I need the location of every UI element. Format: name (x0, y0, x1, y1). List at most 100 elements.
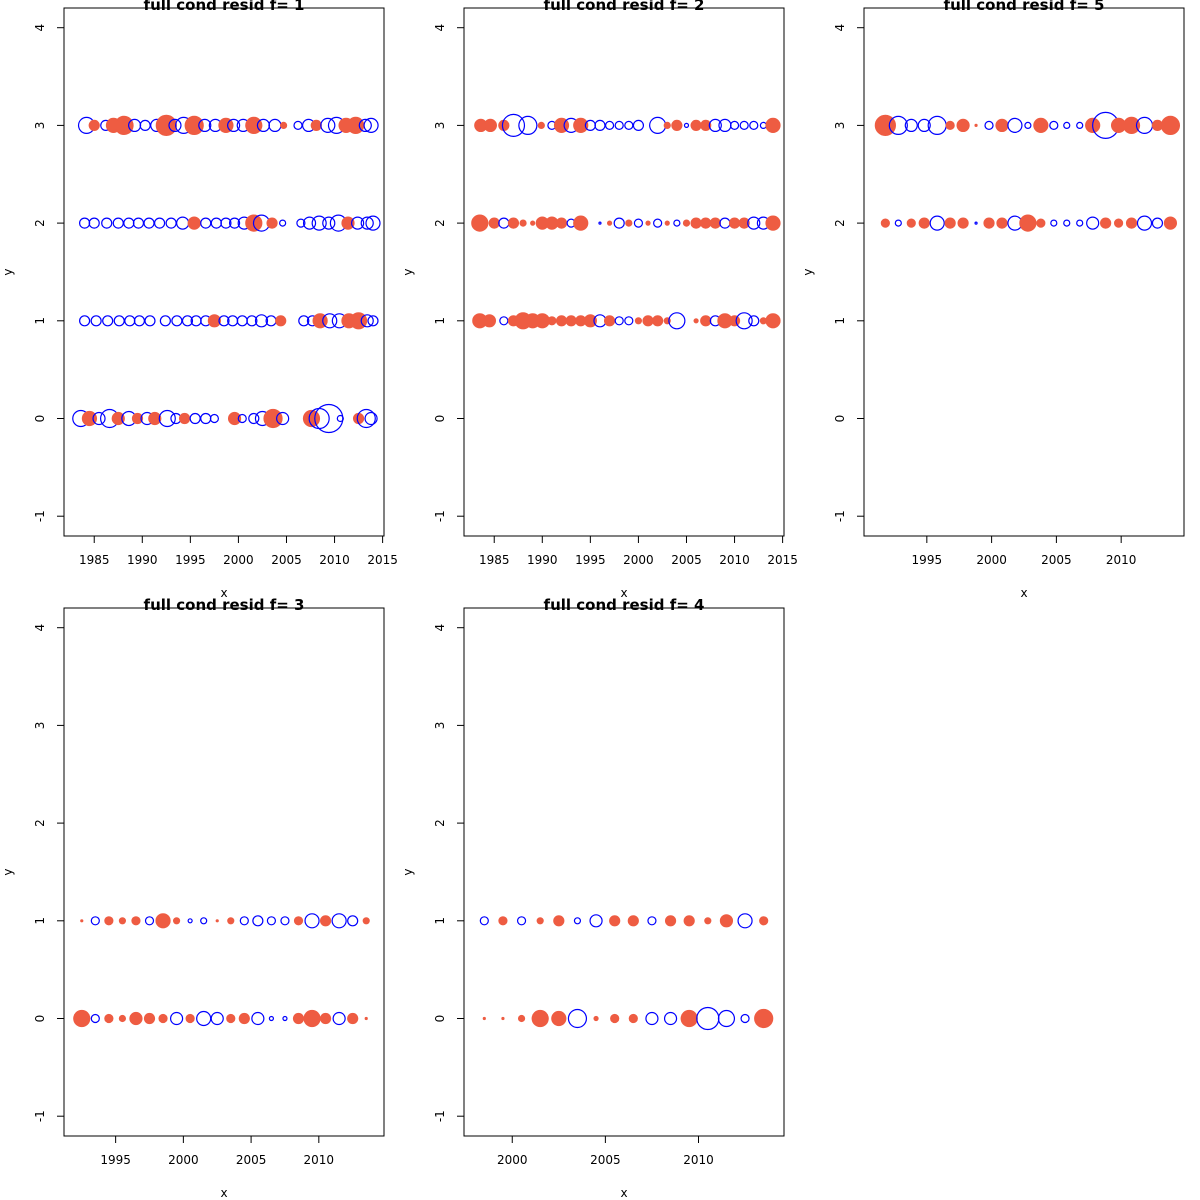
negative-residual-point (302, 216, 317, 230)
positive-residual-point (690, 217, 702, 229)
positive-residual-point (709, 217, 721, 229)
negative-residual-point (165, 217, 177, 229)
negative-residual-point (1063, 121, 1071, 130)
positive-residual-point (118, 1014, 127, 1023)
x-axis-label: x (620, 586, 627, 600)
negative-residual-point (90, 315, 102, 327)
x-axis-label: x (220, 1186, 227, 1200)
positive-residual-point (704, 917, 712, 925)
positive-residual-point (364, 1016, 368, 1021)
positive-residual-point (606, 220, 613, 226)
positive-residual-point (104, 1013, 114, 1024)
panel-title: full cond resid f= 5 (944, 0, 1105, 14)
x-tick-label: 2010 (304, 1153, 335, 1167)
x-tick-label: 2010 (319, 553, 350, 567)
negative-residual-point (573, 917, 582, 925)
positive-residual-point (319, 915, 332, 927)
plot-frame (463, 607, 785, 1137)
negative-residual-point (624, 316, 634, 326)
y-axis-label: y (401, 868, 415, 875)
y-tick-label: 3 (433, 722, 447, 730)
negative-residual-point (90, 916, 100, 926)
y-tick-label: -1 (33, 1110, 47, 1122)
negative-residual-point (363, 117, 379, 134)
negative-residual-point (210, 217, 222, 229)
negative-residual-point (228, 217, 241, 229)
negative-residual-point (239, 916, 249, 926)
negative-residual-point (268, 118, 282, 133)
x-axis-label: x (1020, 586, 1027, 600)
y-tick-label: 1 (433, 917, 447, 925)
chart-panel-5: full cond resid f= 4 2000 2005 2010 -1 0 1 2 3 4 x… (401, 596, 785, 1200)
positive-residual-point (471, 214, 489, 232)
positive-residual-point (482, 1016, 486, 1021)
negative-residual-point (113, 315, 125, 327)
x-tick-label: 1990 (527, 553, 558, 567)
positive-residual-point (728, 217, 741, 229)
negative-residual-point (360, 216, 374, 230)
negative-residual-point (159, 315, 171, 327)
y-tick-label: 0 (833, 415, 847, 423)
negative-residual-point (614, 120, 624, 131)
chart-panel-4: full cond resid f= 3 1995 2000 2005 2010 -1 0 1… (1, 596, 385, 1200)
negative-residual-point (218, 315, 230, 327)
negative-residual-point (673, 219, 681, 227)
positive-residual-point (906, 218, 916, 228)
x-tick-label: 2015 (367, 553, 398, 567)
negative-residual-point (645, 1011, 659, 1026)
positive-residual-point (498, 916, 508, 926)
panel-title: full cond resid f= 3 (144, 596, 305, 614)
negative-residual-point (708, 118, 722, 133)
positive-residual-point (759, 916, 769, 926)
negative-residual-point (479, 916, 489, 926)
negative-residual-point (90, 1013, 100, 1024)
x-tick-label: 1995 (175, 553, 206, 567)
positive-residual-point (184, 115, 204, 136)
negative-residual-point (139, 119, 151, 132)
negative-residual-point (649, 116, 667, 135)
x-tick-label: 2000 (623, 553, 654, 567)
y-tick-label: -1 (33, 510, 47, 522)
x-tick-label: 2000 (976, 553, 1007, 567)
y-tick-label: -1 (833, 510, 847, 522)
x-tick-label: 2005 (236, 1153, 267, 1167)
negative-residual-point (92, 411, 106, 426)
positive-residual-point (519, 219, 527, 227)
positive-residual-point (603, 315, 616, 327)
negative-residual-point (236, 315, 248, 327)
negative-residual-point (132, 217, 145, 229)
y-tick-label: 0 (433, 415, 447, 423)
negative-residual-point (112, 217, 124, 229)
negative-residual-point (696, 1006, 720, 1031)
positive-residual-point (918, 217, 930, 229)
positive-residual-point (88, 119, 100, 132)
y-tick-label: 2 (33, 219, 47, 227)
negative-residual-point (88, 217, 100, 229)
positive-residual-point (1113, 218, 1124, 228)
negative-residual-point (322, 216, 336, 230)
positive-residual-point (80, 919, 84, 923)
negative-residual-point (168, 118, 182, 133)
x-tick-label: 1995 (912, 553, 943, 567)
negative-residual-point (298, 315, 310, 327)
positive-residual-point (347, 1012, 359, 1025)
negative-residual-point (729, 120, 740, 131)
positive-residual-point (483, 118, 497, 133)
negative-residual-point (364, 411, 378, 426)
positive-residual-point (293, 916, 304, 926)
negative-residual-point (904, 118, 918, 133)
positive-residual-point (634, 317, 643, 325)
negative-residual-point (1007, 117, 1023, 134)
y-tick-label: -1 (433, 1110, 447, 1122)
positive-residual-point (974, 123, 978, 128)
negative-residual-point (356, 408, 376, 429)
positive-residual-point (1125, 217, 1138, 229)
positive-residual-point (227, 411, 242, 426)
positive-residual-point (700, 119, 712, 132)
negative-residual-point (624, 120, 634, 131)
negative-residual-point (322, 313, 338, 329)
positive-residual-point (625, 219, 633, 227)
negative-residual-point (663, 1011, 678, 1026)
x-tick-label: 2010 (1106, 553, 1137, 567)
negative-residual-point (293, 120, 303, 131)
